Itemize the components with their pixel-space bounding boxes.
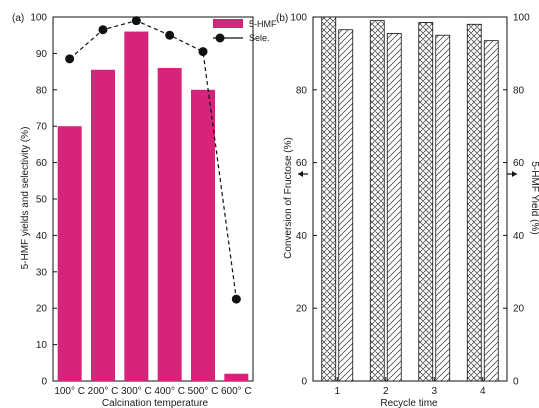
selectivity-point-2 [98, 25, 108, 35]
bar-5hmf-5 [191, 89, 215, 382]
y-tick-label-left: 20 [296, 304, 308, 315]
selectivity-line [69, 20, 237, 300]
y-tick-label: 10 [36, 340, 48, 351]
y-tick-label: 80 [36, 85, 48, 96]
y-tick-label-right: 60 [513, 158, 525, 169]
legend-label-sele: Sele. [249, 33, 270, 43]
panel-a-y-ticks: 0 10 20 30 40 50 60 70 80 90 100 [30, 13, 57, 388]
panel-b-axes [312, 16, 508, 382]
x-tick-label: 4 [480, 386, 486, 397]
y-tick-label: 50 [36, 195, 48, 206]
y-tick-label: 70 [36, 122, 48, 133]
x-tick-label: 1 [334, 386, 340, 397]
bar-5hmf-4 [157, 67, 182, 382]
bar-yield-2 [386, 32, 402, 382]
panel-b-label: (b) [276, 13, 288, 24]
bar-conversion-4 [466, 23, 482, 382]
legend-swatch-5hmf [213, 19, 243, 28]
panel-a-bars [57, 31, 249, 382]
panel-a-x-ticks: 100° C 200° C 300° C 400° C 500° C 600° C [54, 386, 251, 397]
x-tick-label: 600° C [221, 386, 252, 397]
right-axis-arrow-head [512, 171, 517, 177]
panel-a-legend: 5-HMF Sele. [213, 19, 277, 43]
legend-label-5hmf: 5-HMF [249, 19, 277, 29]
x-tick-label: 500° C [188, 386, 219, 397]
y-tick-label-left: 100 [290, 13, 307, 24]
panel-a-y-label: 5-HMF yields and selectivity (%) [20, 127, 31, 270]
panel-b-y-label-right: 5-HMF Yield (%) [529, 161, 539, 234]
selectivity-point-5 [198, 47, 208, 57]
bar-5hmf-1 [57, 126, 82, 381]
bar-5hmf-3 [124, 31, 149, 382]
panel-b-y-ticks-right: 0 20 40 60 80 100 [503, 13, 530, 388]
selectivity-point-1 [65, 54, 75, 64]
panel-a-selectivity-line [65, 16, 241, 304]
selectivity-point-3 [131, 16, 141, 26]
y-tick-label: 0 [41, 377, 47, 388]
y-tick-label: 90 [36, 49, 48, 60]
bar-5hmf-2 [91, 69, 115, 381]
panel-b: (b) 1 2 3 4 0 20 40 60 80 100 0 20 40 60 80 100 Recyc… [276, 13, 539, 408]
y-tick-label-right: 100 [513, 13, 530, 24]
x-tick-label: 400° C [154, 386, 185, 397]
bar-yield-3 [435, 34, 451, 382]
panel-a-label: (a) [12, 13, 24, 24]
y-tick-label-right: 40 [513, 231, 525, 242]
bar-conversion-3 [418, 22, 434, 382]
y-tick-label-right: 0 [513, 377, 519, 388]
bar-yield-1 [338, 29, 354, 382]
x-tick-label: 3 [431, 386, 437, 397]
panel-a: (a) 100° C 200° C 300° C 400° C 500° C 600° C… [12, 13, 277, 408]
x-tick-label: 300° C [121, 386, 152, 397]
y-tick-label-left: 80 [296, 85, 308, 96]
y-tick-label-left: 0 [301, 377, 307, 388]
y-tick-label: 40 [36, 231, 48, 242]
legend-marker-sele [215, 33, 225, 43]
x-tick-label: 2 [383, 386, 389, 397]
bar-yield-4 [483, 40, 499, 382]
panel-b-x-label: Recycle time [380, 398, 438, 408]
x-tick-label: 100° C [54, 386, 85, 397]
panel-b-y-ticks-left: 0 20 40 60 80 100 [290, 13, 317, 388]
y-tick-label: 20 [36, 304, 48, 315]
x-tick-label: 200° C [88, 386, 119, 397]
y-tick-label: 30 [36, 267, 48, 278]
y-tick-label-left: 60 [296, 158, 308, 169]
bar-5hmf-6 [224, 373, 249, 381]
panel-b-frame [312, 16, 508, 382]
selectivity-point-4 [165, 30, 175, 40]
y-tick-label-right: 20 [513, 304, 525, 315]
panel-a-x-label: Calcination temperature [102, 398, 209, 408]
panel-b-bars [321, 16, 499, 382]
panel-b-y-label-left: Conversion of Fructose (%) [283, 137, 294, 259]
selectivity-point-6 [231, 294, 241, 304]
bar-conversion-2 [369, 20, 385, 382]
y-tick-label: 100 [30, 13, 47, 24]
y-tick-label-right: 80 [513, 85, 525, 96]
y-tick-label-left: 40 [296, 231, 308, 242]
left-axis-arrow-head [298, 171, 303, 177]
y-tick-label: 60 [36, 158, 48, 169]
bar-conversion-1 [321, 16, 337, 382]
panel-b-x-ticks: 1 2 3 4 [334, 377, 486, 397]
